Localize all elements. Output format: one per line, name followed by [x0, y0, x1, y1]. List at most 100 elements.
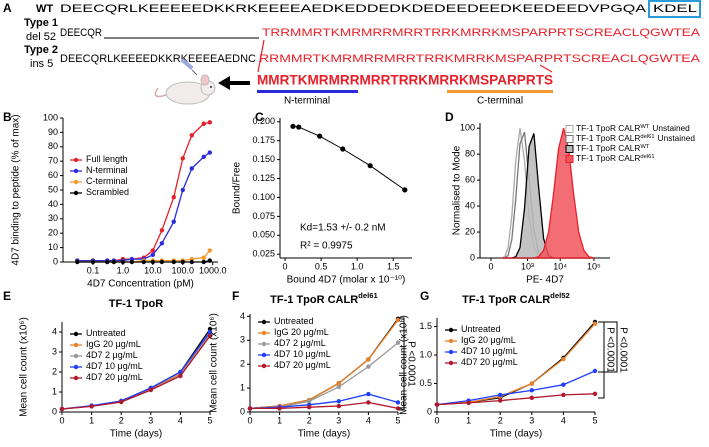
x-tick-label: 2: [307, 415, 312, 425]
legend-label-part: del61: [640, 134, 654, 140]
c-term-bar: [447, 90, 553, 93]
legend-label: 4D7 10 μg/mL: [274, 349, 331, 359]
chart-panel: F 0 1 2 3 4 5 0 1 2 3 4 Time (days) Mean cell count (…: [209, 289, 417, 439]
y-tick-label: 3: [240, 335, 245, 345]
x-tick-label: 1.0: [351, 261, 364, 271]
legend-label: 4D7 10 μg/mL: [86, 361, 143, 371]
y-tick-label: 60: [48, 170, 58, 180]
chart-panel: C 0 0.5 1.0 1.5 0.025 0.050 0.075 0.100 0.125 0.15…: [232, 110, 412, 286]
point: [75, 259, 80, 265]
legend-label-part: 4D7 2 μg/mL: [274, 338, 326, 348]
series-line: [436, 393, 596, 406]
point: [434, 402, 440, 407]
bracket: [398, 317, 405, 411]
legend-label-part: C-terminal: [86, 176, 128, 186]
point: [201, 259, 206, 265]
annotation: P <0.0001: [604, 327, 615, 373]
point: [90, 259, 96, 265]
y-tick-label: 20: [465, 226, 475, 236]
annotation: Kd=1.53 +/- 0.2 nM: [300, 223, 386, 234]
legend-swatch: [565, 125, 574, 133]
y-tick-label: 0.200: [252, 116, 275, 126]
row-name: WT: [36, 3, 53, 15]
x-tick-label: 1000.0: [199, 265, 227, 275]
chart-panel: D 0 10³ 10⁴ 10⁵ 0 20 40 60 80 100 PE- 4D7 Normalised…: [445, 110, 695, 285]
panel-a: A WT DEECQRLKEEEEEDKKRKEEEEAEDKEDDEDKDED…: [3, 0, 701, 107]
bracket: [598, 321, 618, 399]
point: [150, 252, 156, 257]
point: [498, 398, 503, 403]
legend-label: 4D7 20 μg/mL: [274, 360, 331, 370]
y-axis-label: Normalised to Mode: [452, 145, 463, 235]
point: [290, 123, 296, 129]
point: [529, 388, 534, 393]
y-tick-label: 100: [43, 112, 58, 122]
panel-label: C: [255, 110, 264, 124]
legend-label: 4D7 10 μg/mL: [461, 346, 518, 356]
legend-label: IgG 20 μg/mL: [86, 339, 141, 349]
y-tick-label: 90: [48, 127, 58, 137]
x-axis-label: Time (days): [298, 429, 350, 440]
point: [592, 391, 598, 396]
legend-label: Scrambled: [86, 187, 129, 197]
point: [395, 400, 401, 405]
x-tick-label: 0: [247, 415, 252, 425]
legend-label: 4D7 20 μg/mL: [86, 372, 143, 382]
chart-panel: E 0 1 2 3 4 5 0 1 2 3 4 Time (days) Mean cell count (…: [3, 289, 213, 439]
legend-label-part: TF-1 TpoR CALR: [576, 153, 640, 163]
y-tick-label: 0: [52, 406, 57, 416]
point: [207, 333, 213, 339]
y-tick-label: 0: [427, 406, 432, 416]
y-tick-label: 40: [465, 200, 475, 210]
point: [402, 187, 408, 193]
legend-label-part: IgG 20 μg/mL: [274, 327, 329, 337]
y-tick-label: 70: [48, 156, 58, 166]
y-tick-label: 0: [240, 406, 245, 416]
point: [159, 228, 165, 233]
point: [529, 381, 534, 386]
legend-marker: [261, 330, 267, 336]
y-tick-label: 0.175: [252, 135, 275, 145]
y-tick-label: 0.100: [252, 192, 275, 202]
point: [105, 259, 110, 265]
series-line: [61, 331, 211, 410]
point: [207, 258, 213, 263]
legend-label: 4D7 2 μg/mL: [86, 350, 138, 360]
x-tick-label: 10⁴: [553, 261, 567, 271]
series-line: [436, 370, 596, 406]
legend-swatch: [565, 145, 574, 153]
point: [201, 154, 206, 160]
y-axis-label: Mean cell count (x10⁶): [209, 313, 220, 413]
chart-panel: G 0 1 2 3 4 5 0 0.5 1.0 1.5 Time (days) Mean cell co…: [399, 289, 629, 439]
panel-label: G: [420, 289, 429, 303]
sequence-mutant: RRMMRTKMRMRRMRRTRRKMRRKMSPARPRTSCREACLQG…: [259, 53, 701, 65]
legend-label-part: 4D7 20 μg/mL: [461, 357, 518, 367]
connector: [539, 64, 553, 73]
y-tick-label: 1: [240, 382, 245, 392]
y-tick-label: 0.5: [419, 378, 432, 388]
chart-title-part: del61: [358, 291, 378, 300]
annotation: R² = 0.9975: [300, 241, 353, 252]
point: [148, 387, 153, 393]
point: [296, 124, 302, 130]
chart-title: TF-1 TpoR CALRdel52: [462, 291, 570, 306]
point: [207, 150, 213, 155]
legend-label-part: Unstained: [652, 123, 690, 133]
point: [317, 133, 323, 139]
legend-swatch: [565, 135, 574, 143]
point: [189, 259, 194, 265]
x-tick-label: 1: [89, 415, 94, 425]
y-tick-label: 100: [460, 123, 475, 133]
point: [207, 248, 213, 253]
legend-marker: [73, 168, 79, 174]
legend-marker: [73, 331, 79, 337]
point: [366, 357, 371, 362]
legend-label-part: Unstained: [658, 133, 696, 143]
y-tick-label: 0.125: [252, 173, 275, 183]
point: [307, 405, 312, 410]
x-tick-label: 3: [148, 415, 153, 425]
legend-label-part: TF-1 TpoR CALR: [576, 123, 640, 133]
chart-title-part: del52: [550, 291, 570, 300]
x-axis-label: PE- 4D7: [526, 275, 564, 286]
